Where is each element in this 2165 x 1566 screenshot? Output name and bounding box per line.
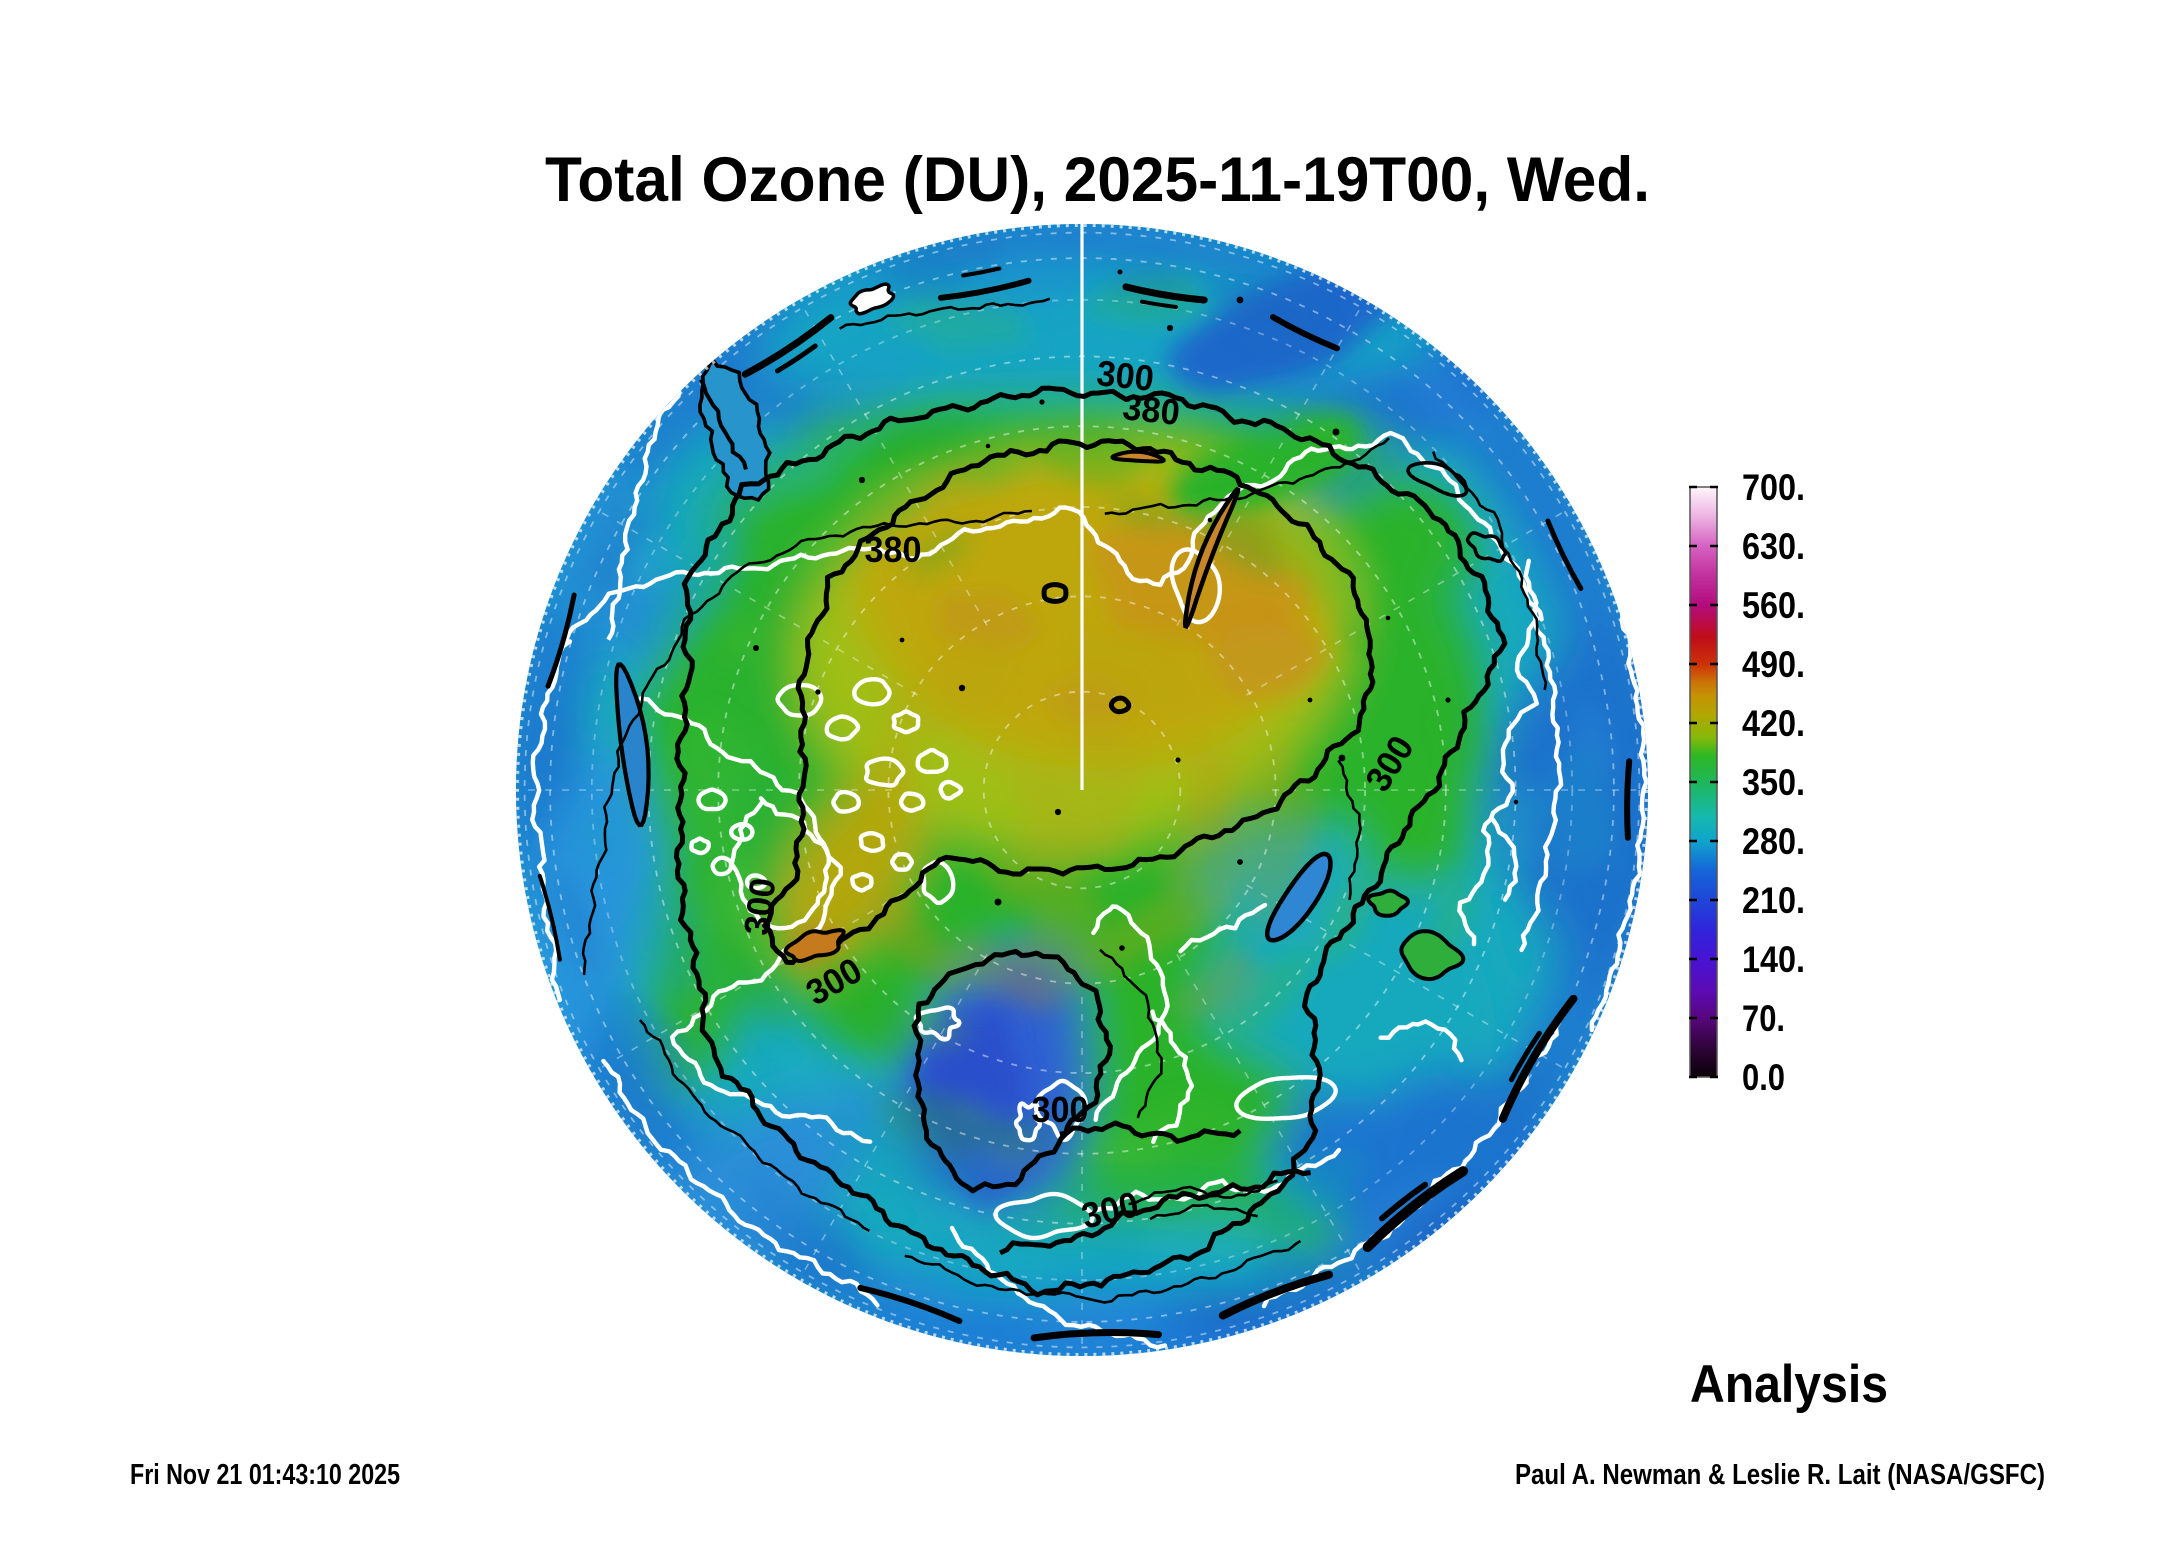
svg-text:300: 300 [1095, 352, 1156, 399]
svg-text:380: 380 [865, 529, 922, 570]
svg-text:210.: 210. [1742, 880, 1805, 921]
svg-text:0.0: 0.0 [1742, 1057, 1785, 1098]
svg-text:560.: 560. [1742, 585, 1805, 626]
svg-text:Analysis: Analysis [1690, 1355, 1888, 1414]
svg-text:350.: 350. [1742, 762, 1805, 803]
svg-text:380: 380 [1121, 386, 1182, 433]
svg-text:490.: 490. [1742, 644, 1805, 685]
svg-text:300: 300 [736, 876, 784, 938]
svg-text:140.: 140. [1742, 939, 1805, 980]
svg-text:700.: 700. [1742, 467, 1805, 508]
svg-text:630.: 630. [1742, 526, 1805, 567]
svg-text:Fri Nov 21 01:43:10 2025: Fri Nov 21 01:43:10 2025 [130, 1459, 400, 1491]
svg-text:Total Ozone (DU), 2025-11-19T0: Total Ozone (DU), 2025-11-19T00, Wed. [545, 145, 1650, 215]
svg-text:70.: 70. [1742, 998, 1785, 1039]
svg-text:280.: 280. [1742, 821, 1805, 862]
svg-text:Paul A. Newman & Leslie R. Lai: Paul A. Newman & Leslie R. Lait (NASA/GS… [1515, 1459, 2045, 1491]
svg-text:300: 300 [1032, 1089, 1089, 1130]
svg-text:420.: 420. [1742, 703, 1805, 744]
